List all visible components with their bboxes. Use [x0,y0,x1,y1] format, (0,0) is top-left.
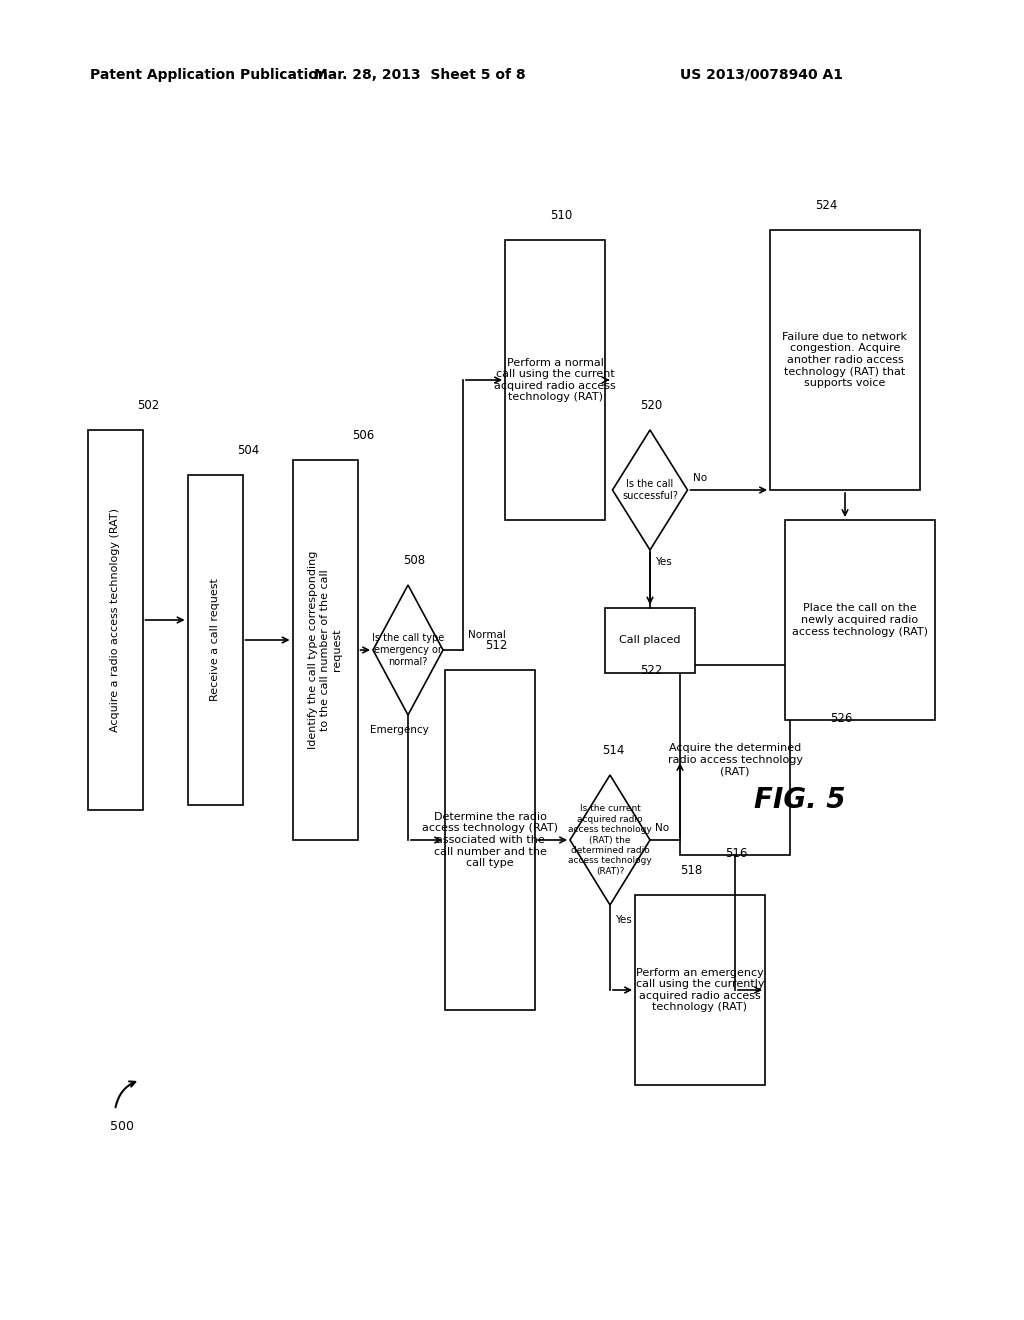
Bar [605,607,695,672]
Text: No: No [692,473,707,483]
Text: Call placed: Call placed [620,635,681,645]
Text: Failure due to network
congestion. Acquire
another radio access
technology (RAT): Failure due to network congestion. Acqui… [782,331,907,388]
Text: Receive a call request: Receive a call request [210,578,220,701]
Text: Acquire the determined
radio access technology
(RAT): Acquire the determined radio access tech… [668,743,803,776]
Polygon shape [373,585,443,715]
Text: 502: 502 [137,399,160,412]
Text: Yes: Yes [615,915,632,925]
Bar [445,671,535,1010]
Text: Perform a normal
call using the current
acquired radio access
technology (RAT): Perform a normal call using the current … [495,358,615,403]
Text: 520: 520 [640,399,663,412]
Text: Acquire a radio access technology (RAT): Acquire a radio access technology (RAT) [110,508,120,733]
Bar [680,665,790,855]
Bar [187,475,243,805]
Bar [770,230,920,490]
Text: 512: 512 [485,639,507,652]
Text: Yes: Yes [655,557,672,568]
Text: 524: 524 [815,199,838,213]
Text: 522: 522 [640,664,663,677]
Text: 506: 506 [352,429,375,442]
Bar [293,459,357,840]
Text: Is the current
acquired radio
access technology
(RAT) the
determined radio
acces: Is the current acquired radio access tec… [568,804,652,875]
Text: Identify the call type corresponding
to the call number of the call
request: Identify the call type corresponding to … [308,550,342,750]
Text: 516: 516 [725,847,748,861]
Text: 526: 526 [830,711,852,725]
Text: Normal: Normal [468,630,506,640]
Text: 514: 514 [602,744,625,756]
Bar [87,430,142,810]
Bar [505,240,605,520]
Text: US 2013/0078940 A1: US 2013/0078940 A1 [680,69,843,82]
Text: FIG. 5: FIG. 5 [755,785,846,814]
Text: 510: 510 [550,209,572,222]
Text: Is the call type
emergency or
normal?: Is the call type emergency or normal? [372,634,444,667]
Text: Mar. 28, 2013  Sheet 5 of 8: Mar. 28, 2013 Sheet 5 of 8 [314,69,525,82]
Text: 500: 500 [110,1119,134,1133]
Text: Is the call
successful?: Is the call successful? [622,479,678,500]
Text: Place the call on the
newly acquired radio
access technology (RAT): Place the call on the newly acquired rad… [792,603,928,636]
Text: Determine the radio
access technology (RAT)
associated with the
call number and : Determine the radio access technology (R… [422,812,558,869]
Text: Perform an emergency
call using the currently
acquired radio access
technology (: Perform an emergency call using the curr… [636,968,764,1012]
Text: 504: 504 [238,444,260,457]
Text: 518: 518 [680,865,702,876]
Text: No: No [655,822,669,833]
Polygon shape [570,775,650,906]
Text: Emergency: Emergency [370,725,429,735]
Polygon shape [612,430,687,550]
Bar [635,895,765,1085]
Text: Patent Application Publication: Patent Application Publication [90,69,328,82]
Text: 508: 508 [403,554,425,568]
Bar [785,520,935,719]
